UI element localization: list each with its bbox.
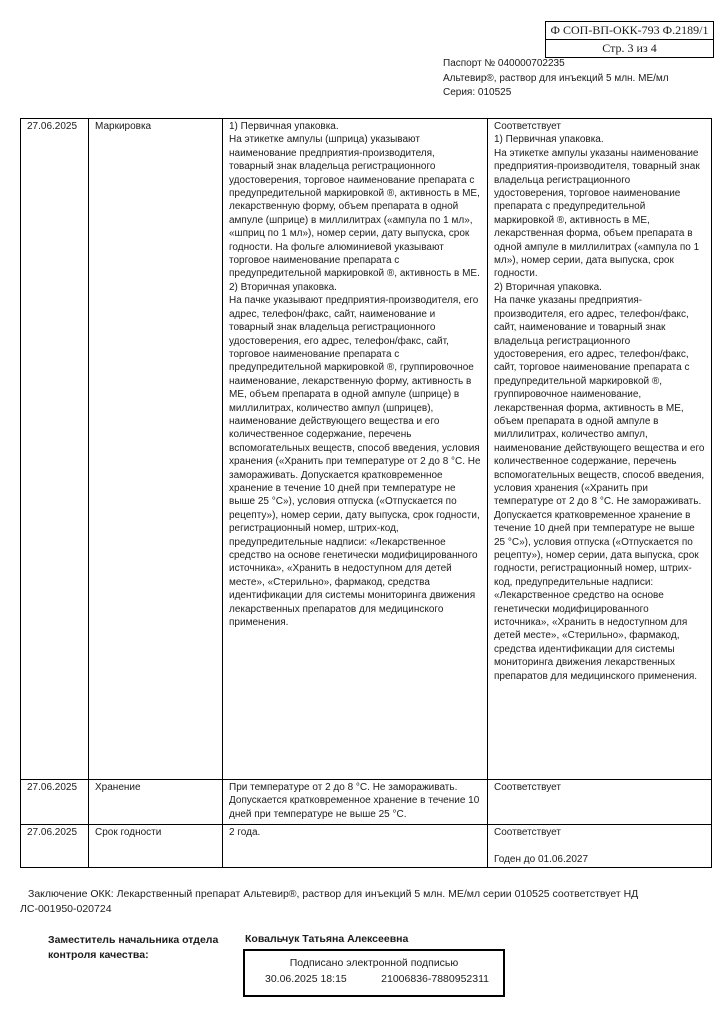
page-number: Стр. 3 из 4 xyxy=(602,41,657,55)
specification-cell: 1) Первичная упаковка. На этикетке ампул… xyxy=(229,121,481,629)
signer-role-line2: контроля качества: xyxy=(48,949,149,961)
date-cell: 27.06.2025 xyxy=(27,827,78,838)
qc-results-table: 27.06.2025 Маркировка 1) Первичная упако… xyxy=(20,118,712,868)
series-number: Серия: 010525 xyxy=(443,87,512,98)
result-cell: Соответствует xyxy=(494,782,561,793)
date-cell: 27.06.2025 xyxy=(27,121,78,132)
date-cell: 27.06.2025 xyxy=(27,782,78,793)
result-cell: Соответствует 1) Первичная упаковка. На … xyxy=(494,121,705,682)
parameter-cell: Маркировка xyxy=(95,121,152,132)
result-cell: Соответствует Годен до 01.06.2027 xyxy=(494,827,589,865)
form-code: Ф СОП-ВП-ОКК-793 Ф.2189/1 xyxy=(546,22,713,40)
parameter-cell: Срок годности xyxy=(95,827,162,838)
form-code-box: Ф СОП-ВП-ОКК-793 Ф.2189/1 Стр. 3 из 4 xyxy=(545,21,714,58)
product-name: Альтевир®, раствор для инъекций 5 млн. М… xyxy=(443,72,669,84)
electronic-signature-stamp: Подписано электронной подписью 30.06.202… xyxy=(243,949,505,997)
table-row-marking: 27.06.2025 Маркировка 1) Первичная упако… xyxy=(20,118,712,780)
stamp-id: 21006836-7880952311 xyxy=(381,973,489,985)
passport-info: Паспорт № 040000702235 Альтевир®, раство… xyxy=(443,57,669,101)
passport-number: Паспорт № 040000702235 xyxy=(443,58,565,69)
table-row-storage: 27.06.2025 Хранение При температуре от 2… xyxy=(20,779,712,825)
signer-name: Ковальчук Татьяна Алексеевна xyxy=(245,933,409,945)
okk-conclusion: Заключение ОКК: Лекарственный препарат А… xyxy=(20,888,639,915)
specification-cell: 2 года. xyxy=(229,827,261,838)
parameter-cell: Хранение xyxy=(95,782,141,793)
stamp-datetime: 30.06.2025 18:15 xyxy=(265,973,347,985)
stamp-details: 30.06.2025 18:15 21006836-7880952311 xyxy=(245,969,503,985)
table-row-shelf-life: 27.06.2025 Срок годности 2 года. Соответ… xyxy=(20,824,712,868)
specification-cell: При температуре от 2 до 8 °С. Не замораж… xyxy=(229,782,480,820)
signer-role-line1: Заместитель начальника отдела xyxy=(48,934,219,946)
signer-role: Заместитель начальника отдела контроля к… xyxy=(48,933,218,963)
stamp-title: Подписано электронной подписью xyxy=(289,957,459,969)
